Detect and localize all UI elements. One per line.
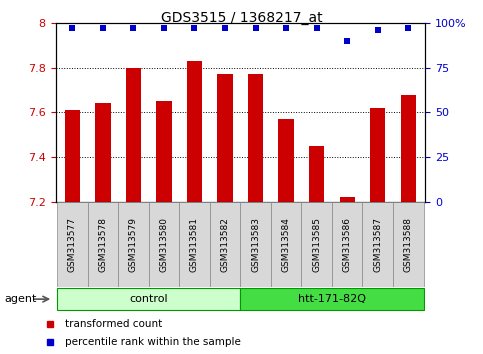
- Text: percentile rank within the sample: percentile rank within the sample: [65, 337, 241, 347]
- Bar: [179, 202, 210, 287]
- Text: GSM313579: GSM313579: [129, 217, 138, 272]
- Bar: [332, 202, 362, 287]
- Bar: [187, 61, 202, 202]
- Text: GDS3515 / 1368217_at: GDS3515 / 1368217_at: [161, 11, 322, 25]
- Point: [313, 25, 321, 31]
- Point: [69, 25, 76, 31]
- Text: GSM313586: GSM313586: [342, 217, 352, 272]
- Point: [191, 25, 199, 31]
- Bar: [57, 202, 87, 287]
- Bar: [393, 202, 424, 287]
- Bar: [400, 95, 416, 202]
- Bar: [217, 74, 233, 202]
- Text: transformed count: transformed count: [65, 319, 162, 329]
- Bar: [95, 103, 111, 202]
- Point: [374, 27, 382, 33]
- Bar: [241, 288, 424, 310]
- Text: GSM313582: GSM313582: [221, 217, 229, 272]
- Point: [160, 25, 168, 31]
- Text: htt-171-82Q: htt-171-82Q: [298, 294, 366, 304]
- Point: [343, 38, 351, 44]
- Point: [282, 25, 290, 31]
- Text: GSM313585: GSM313585: [312, 217, 321, 272]
- Bar: [279, 119, 294, 202]
- Point: [99, 25, 107, 31]
- Text: GSM313581: GSM313581: [190, 217, 199, 272]
- Bar: [362, 202, 393, 287]
- Bar: [271, 202, 301, 287]
- Bar: [340, 197, 355, 202]
- Text: GSM313584: GSM313584: [282, 217, 291, 272]
- Bar: [65, 110, 80, 202]
- Bar: [126, 68, 141, 202]
- Text: GSM313587: GSM313587: [373, 217, 382, 272]
- Point: [404, 25, 412, 31]
- Text: GSM313588: GSM313588: [404, 217, 413, 272]
- Bar: [87, 202, 118, 287]
- Bar: [301, 202, 332, 287]
- Text: GSM313580: GSM313580: [159, 217, 169, 272]
- Point: [129, 25, 137, 31]
- Bar: [370, 108, 385, 202]
- Point: [252, 25, 259, 31]
- Bar: [210, 202, 241, 287]
- Bar: [118, 202, 149, 287]
- Point: [221, 25, 229, 31]
- Bar: [57, 288, 241, 310]
- Text: GSM313583: GSM313583: [251, 217, 260, 272]
- Bar: [149, 202, 179, 287]
- Text: GSM313578: GSM313578: [99, 217, 107, 272]
- Bar: [309, 146, 324, 202]
- Bar: [248, 74, 263, 202]
- Text: GSM313577: GSM313577: [68, 217, 77, 272]
- Text: agent: agent: [5, 294, 37, 304]
- Bar: [241, 202, 271, 287]
- Bar: [156, 101, 171, 202]
- Text: control: control: [129, 294, 168, 304]
